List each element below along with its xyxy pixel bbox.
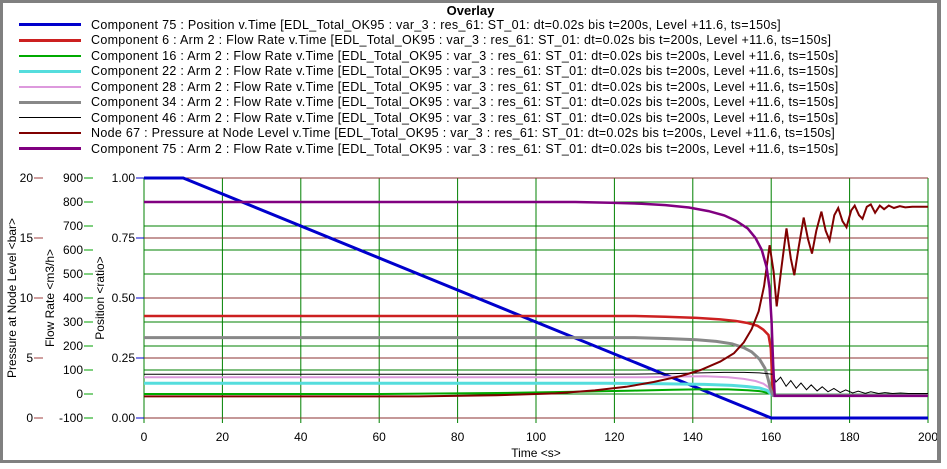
flow-tick-label: 600 xyxy=(62,243,83,257)
flow-tick-label: 300 xyxy=(62,315,83,329)
legend-label: Component 75 : Arm 2 : Flow Rate v.Time … xyxy=(91,141,839,156)
series-component-46-arm-2-flow-rate xyxy=(144,371,928,395)
time-tick-label: 100 xyxy=(525,430,547,444)
legend-line-swatch xyxy=(19,100,81,104)
legend-label: Component 28 : Arm 2 : Flow Rate v.Time … xyxy=(91,79,839,94)
pressure-tick-label: 15 xyxy=(19,231,33,245)
series-component-75-position xyxy=(144,176,928,420)
position-tick-label: 0.00 xyxy=(111,411,135,425)
time-tick-label: 20 xyxy=(215,430,230,444)
legend-item: Component 34 : Arm 2 : Flow Rate v.Time … xyxy=(19,95,838,111)
flow-tick-label: 800 xyxy=(62,195,83,209)
flow-tick-label: 100 xyxy=(62,363,83,377)
flow-tick-label: 900 xyxy=(62,171,83,185)
legend-line-swatch xyxy=(19,117,81,119)
time-tick-label: 40 xyxy=(294,430,308,444)
window-border-left xyxy=(0,0,3,463)
time-tick-label: 120 xyxy=(604,430,625,444)
legend-item: Component 22 : Arm 2 : Flow Rate v.Time … xyxy=(19,64,838,80)
window-border-top xyxy=(0,0,941,3)
legend-item: Node 67 : Pressure at Node Level v.Time … xyxy=(19,126,838,142)
flow-tick-label: 400 xyxy=(62,291,83,305)
time-tick-label: 200 xyxy=(917,430,939,444)
legend-line-swatch xyxy=(19,38,81,42)
legend-label: Component 34 : Arm 2 : Flow Rate v.Time … xyxy=(91,95,839,110)
legend-item: Component 28 : Arm 2 : Flow Rate v.Time … xyxy=(19,79,838,95)
legend-item: Component 16 : Arm 2 : Flow Rate v.Time … xyxy=(19,48,838,64)
window-border-bottom xyxy=(0,460,941,463)
series-component-22-arm-2-flow-rate xyxy=(144,381,928,397)
flow-tick-label: 0 xyxy=(76,387,83,401)
flow-tick-label: -100 xyxy=(58,411,83,425)
pressure-tick-label: 0 xyxy=(26,411,33,425)
legend-line-swatch xyxy=(19,132,81,135)
flow-tick-label: 500 xyxy=(62,267,83,281)
window-border-right xyxy=(937,0,941,463)
legend-label: Component 22 : Arm 2 : Flow Rate v.Time … xyxy=(91,64,839,79)
time-axis-title: Time <s> xyxy=(511,446,561,460)
pressure-tick-label: 5 xyxy=(26,351,33,365)
pressure-tick-label: 10 xyxy=(19,291,33,305)
legend-label: Node 67 : Pressure at Node Level v.Time … xyxy=(91,126,836,141)
legend-label: Component 6 : Arm 2 : Flow Rate v.Time [… xyxy=(91,33,832,48)
position-axis-title: Position <ratio> xyxy=(93,256,107,340)
position-tick-label: 0.50 xyxy=(111,291,135,305)
legend-line-swatch xyxy=(19,54,81,57)
legend: Component 75 : Position v.Time [EDL_Tota… xyxy=(19,17,838,157)
position-tick-label: 0.25 xyxy=(111,351,135,365)
time-tick-label: 80 xyxy=(450,430,465,444)
position-tick-label: 0.75 xyxy=(111,231,135,245)
time-tick-label: 60 xyxy=(372,430,386,444)
series-component-16-arm-2-flow-rate xyxy=(144,388,928,396)
flow-tick-label: 700 xyxy=(62,219,83,233)
flow-tick-label: 200 xyxy=(62,339,83,353)
legend-label: Component 16 : Arm 2 : Flow Rate v.Time … xyxy=(91,48,839,63)
legend-label: Component 46 : Arm 2 : Flow Rate v.Time … xyxy=(91,110,839,125)
series-node-67-pressure-at-node-level xyxy=(144,202,928,398)
legend-item: Component 6 : Arm 2 : Flow Rate v.Time [… xyxy=(19,33,838,49)
legend-line-swatch xyxy=(19,147,81,151)
chart-title: Overlay xyxy=(446,3,495,18)
time-tick-label: 180 xyxy=(839,430,860,444)
time-tick-label: 0 xyxy=(140,430,148,444)
legend-line-swatch xyxy=(19,69,81,73)
pressure-tick-label: 20 xyxy=(19,171,33,185)
legend-label: Component 75 : Position v.Time [EDL_Tota… xyxy=(91,17,781,32)
position-tick-label: 1.00 xyxy=(111,171,135,185)
legend-item: Component 75 : Arm 2 : Flow Rate v.Time … xyxy=(19,141,838,157)
time-tick-label: 160 xyxy=(761,430,782,444)
legend-line-swatch xyxy=(19,85,81,88)
series-component-34-arm-2-flow-rate xyxy=(144,336,928,397)
legend-item: Component 46 : Arm 2 : Flow Rate v.Time … xyxy=(19,110,838,126)
time-tick-label: 140 xyxy=(682,430,703,444)
series-component-75-arm-2-flow-rate xyxy=(144,200,928,398)
legend-line-swatch xyxy=(19,23,81,27)
legend-item: Component 75 : Position v.Time [EDL_Tota… xyxy=(19,17,838,33)
